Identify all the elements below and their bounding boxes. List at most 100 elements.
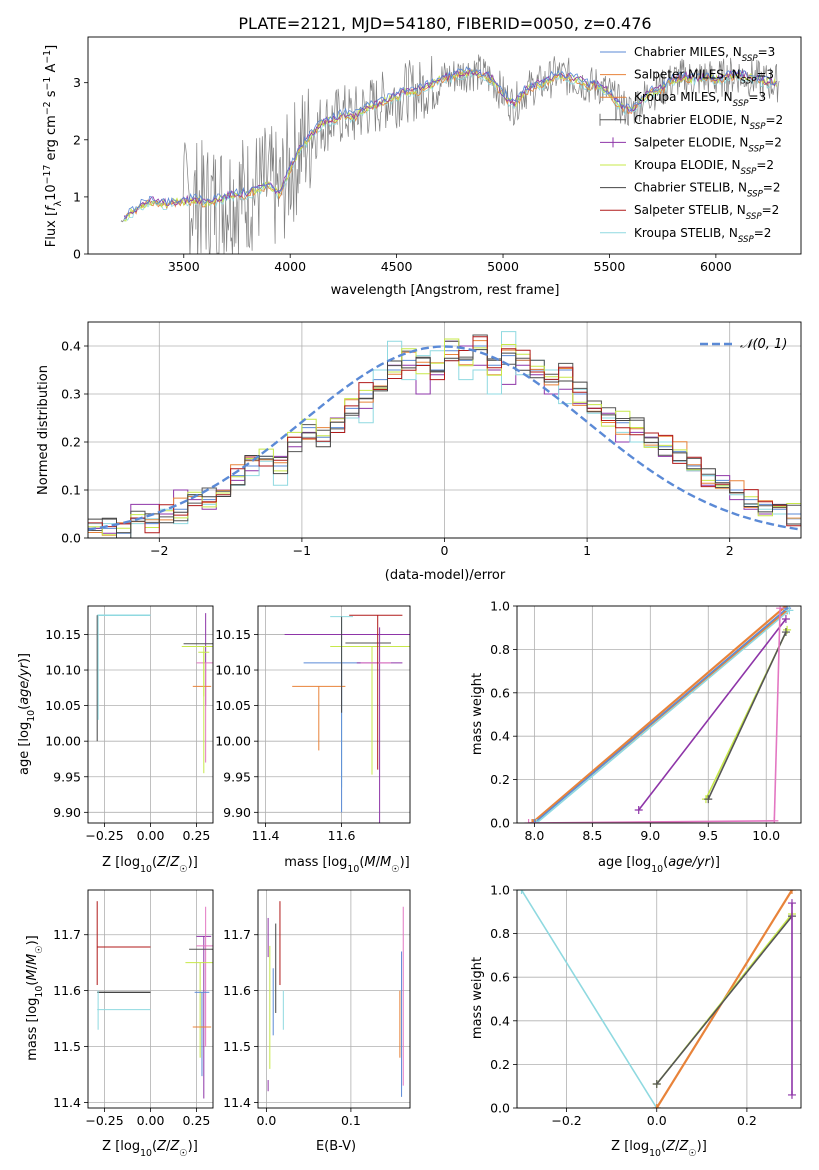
histogram-step — [88, 338, 801, 536]
y-tick-label: 0.4 — [490, 1013, 510, 1028]
mass-vs-Z-frame — [87, 889, 214, 1109]
mass-weight-age-line — [531, 606, 787, 823]
residuals-ylabel: Normed distribution — [36, 365, 51, 495]
y-tick-label: 1.0 — [490, 599, 510, 614]
spectrum-model-kroupa-stelib — [123, 68, 777, 222]
y-tick-label: 3 — [73, 75, 81, 90]
y-tick-label: 0.8 — [490, 926, 510, 941]
x-tick-label: 4000 — [274, 259, 306, 274]
mass-weight-age-line — [707, 631, 787, 800]
y-tick-label: 0.2 — [61, 435, 81, 450]
x-tick-label: −2 — [150, 543, 168, 558]
x-tick-label: 0.25 — [183, 1113, 211, 1128]
y-tick-label: 10.05 — [45, 698, 81, 713]
mass-weight-age-marker — [704, 795, 713, 804]
age-vs-Z-plot-area — [96, 613, 213, 774]
spectrum-axes: 3500 4000 4500 5000 5500 6000 0 1 2 3 — [73, 75, 732, 274]
legend-entry: Chabrier STELIB, NSSP=2 — [634, 181, 781, 200]
y-tick-label: 10.00 — [215, 734, 251, 749]
y-tick-label: 0.0 — [61, 531, 81, 546]
x-tick-label: 9.5 — [698, 828, 718, 843]
mass-weight-z-marker — [652, 1080, 661, 1089]
mass-weight-age-marker — [776, 606, 785, 613]
y-tick-label: 11.4 — [53, 1095, 81, 1110]
mass-weight-z-marker — [652, 1104, 661, 1108]
y-tick-label: 1 — [73, 189, 81, 204]
x-tick-label: 4500 — [381, 259, 413, 274]
x-tick-label: 11.6 — [328, 828, 356, 843]
mass-weight-vs-age-plot-area — [524, 606, 794, 823]
x-tick-label: 11.4 — [252, 828, 280, 843]
mass-weight-age-line — [536, 609, 790, 823]
mw-age-xlabel: age [log10(age/yr)] — [598, 855, 720, 875]
x-tick-label: 0.2 — [737, 1113, 757, 1128]
x-tick-label: 10.0 — [752, 828, 780, 843]
mass-weight-z-line — [520, 890, 658, 1108]
age-z-xlabel: Z [log10(Z/Z☉)] — [102, 855, 198, 875]
y-tick-label: 0.4 — [490, 729, 510, 744]
mass-weight-z-marker — [787, 1090, 796, 1099]
normal-curve — [88, 345, 801, 531]
mass-weight-age-line — [533, 607, 788, 823]
mass-z-xlabel: Z [log10(Z/Z☉)] — [102, 1139, 198, 1159]
mass-weight-z-line — [656, 915, 793, 1085]
y-tick-label: 11.7 — [53, 927, 81, 942]
legend-entry: Kroupa MILES, NSSP=3 — [634, 90, 766, 109]
mass-weight-age-marker — [524, 819, 533, 823]
mass-weight-age-marker — [781, 628, 790, 637]
mass-weight-z-marker — [787, 890, 796, 894]
mass-weight-vs-age-axes: 8.0 8.5 9.0 9.5 10.0 0.0 0.2 0.4 0.6 0.8 1.0 — [490, 599, 801, 843]
y-tick-label: 0.1 — [61, 483, 81, 498]
x-tick-label: 0.25 — [183, 828, 211, 843]
x-tick-label: 1 — [583, 543, 591, 558]
mass-weight-z-marker — [787, 899, 796, 908]
mass-z-ylabel: mass [log10(M/M☉)] — [25, 935, 45, 1061]
histogram-step — [88, 349, 801, 538]
legend-entry: Chabrier ELODIE, NSSP=2 — [634, 113, 783, 132]
legend-entry: Salpeter STELIB, NSSP=2 — [634, 203, 779, 222]
age-vs-Z-axes: −0.25 0.00 0.25 9.90 9.95 10.00 10.05 10.10 10.1… — [45, 606, 213, 843]
y-tick-label: 2 — [73, 132, 81, 147]
y-tick-label: 0.6 — [490, 685, 510, 700]
x-tick-label: 3500 — [168, 259, 200, 274]
mass-weight-vs-age-frame — [516, 605, 802, 824]
y-tick-label: 9.95 — [223, 769, 251, 784]
y-tick-label: 0.8 — [490, 642, 510, 657]
mass-weight-age-marker — [783, 625, 792, 634]
y-tick-label: 0 — [73, 247, 81, 262]
mass-weight-age-marker — [781, 615, 790, 624]
x-tick-label: −0.25 — [85, 1113, 123, 1128]
spectrum-plot-area — [120, 54, 780, 254]
residuals-xlabel: (data-model)/error — [385, 568, 506, 583]
spectrum-xlabel: wavelength [Angstrom, rest frame] — [331, 283, 560, 298]
y-tick-label: 11.4 — [223, 1095, 251, 1110]
age-vs-mass-frame — [257, 605, 411, 824]
y-tick-label: 11.6 — [223, 983, 251, 998]
x-tick-label: 5500 — [594, 259, 626, 274]
y-tick-label: 0.3 — [61, 387, 81, 402]
x-tick-label: 0.0 — [256, 1113, 276, 1128]
mass-weight-vs-Z-plot-area — [517, 890, 796, 1108]
y-tick-label: 0.6 — [490, 970, 510, 985]
mass-weight-age-marker — [785, 606, 794, 615]
age-vs-mass-plot-area — [284, 614, 410, 823]
x-tick-label: −1 — [293, 543, 311, 558]
y-tick-label: 9.95 — [53, 769, 81, 784]
mass-weight-age-marker — [634, 805, 643, 814]
mass-weight-age-marker — [530, 819, 539, 823]
mass-vs-Z-plot-area — [96, 901, 213, 1099]
mass-vs-ebv-axes: 0.0 0.1 11.4 11.5 11.6 11.7 — [223, 890, 410, 1128]
x-tick-label: 0.0 — [647, 1113, 667, 1128]
legend-entry: Kroupa ELODIE, NSSP=2 — [634, 158, 774, 177]
mw-age-ylabel: mass weight — [470, 673, 485, 755]
x-tick-label: 6000 — [700, 259, 732, 274]
y-tick-label: 1.0 — [490, 883, 510, 898]
legend-entry: Chabrier MILES, NSSP=3 — [634, 45, 775, 64]
x-tick-label: 8.5 — [582, 828, 602, 843]
mass-weight-age-marker — [529, 819, 538, 823]
y-tick-label: 9.90 — [53, 805, 81, 820]
mass-vs-ebv-frame — [257, 889, 411, 1109]
mass-vs-Z-axes: −0.25 0.00 0.25 11.4 11.5 11.6 11.7 — [53, 890, 213, 1128]
mass-vs-ebv-plot-area — [267, 901, 404, 1097]
